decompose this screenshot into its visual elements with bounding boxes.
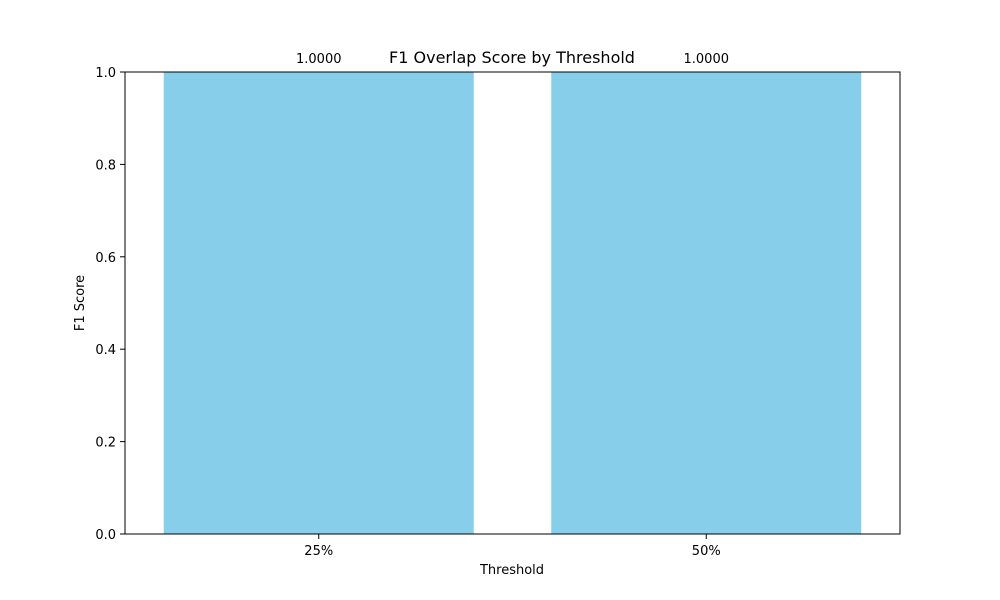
y-tick-label: 0.8: [95, 158, 116, 173]
bar: [551, 72, 862, 534]
axes-frame: [124, 71, 901, 535]
bar: [163, 72, 474, 534]
y-tick-label: 0.6: [95, 251, 116, 266]
x-axis-label: Threshold: [479, 563, 544, 578]
chart-title: F1 Overlap Score by Threshold: [389, 48, 635, 67]
y-axis-label: F1 Score: [73, 275, 88, 331]
y-tick-label: 0.4: [95, 343, 116, 358]
y-tick-label: 1.0: [95, 66, 116, 81]
y-tick-label: 0.0: [95, 528, 116, 543]
y-tick-label: 0.2: [95, 436, 116, 451]
x-tick-label: 50%: [692, 544, 721, 559]
x-tick-label: 25%: [304, 544, 333, 559]
bar-value-label: 1.0000: [296, 52, 342, 67]
bar-value-label: 1.0000: [684, 52, 730, 67]
plot-area: 1.0000 25% 1.0000 50% 0.0 0.2 0.4 0.6 0.8 1.0: [95, 52, 901, 559]
